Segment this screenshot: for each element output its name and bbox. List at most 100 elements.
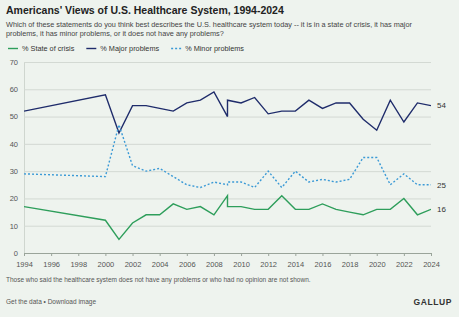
x-tick-mark [133,253,134,256]
y-tick-label: 40 [10,140,18,149]
x-tick-mark [78,253,79,256]
y-tick-label: 70 [10,58,18,67]
x-tick: 1996 [43,253,60,269]
y-tick: 50 [10,112,431,121]
legend-swatch [171,48,181,49]
y-tick-label: 50 [10,112,18,121]
chart: Americans' Views of U.S. Healthcare Syst… [0,0,459,317]
legend-label: % State of crisis [22,44,75,53]
legend-swatch [86,48,96,49]
x-tick: 2018 [342,253,359,269]
y-tick: 30 [10,167,431,176]
x-tick: 2012 [260,253,277,269]
x-tick-mark [187,253,188,256]
lines [24,92,431,239]
x-tick-label: 2006 [179,260,196,269]
x-tick-mark [350,253,351,256]
x-tick: 2002 [125,253,142,269]
subtitle-line: problems, it has minor problems, or it d… [6,29,224,38]
x-tick-label: 2012 [260,260,277,269]
value-label: 25 [437,181,446,190]
legend-item: % Major problems [86,44,159,53]
legend-swatch [8,48,18,49]
x-tick-mark [160,253,161,256]
title: Americans' Views of U.S. Healthcare Syst… [6,4,284,16]
y-axis: 0 10 20 30 40 50 60 70 [10,58,431,258]
x-tick-mark [322,253,323,256]
legend-label: % Minor problems [185,44,244,53]
grid-line [24,89,431,90]
x-tick-label: 1996 [43,260,60,269]
value-label: 54 [437,101,446,110]
x-tick: 1994 [16,253,33,269]
x-tick: 2020 [369,253,386,269]
x-tick-mark [268,253,269,256]
series-line [24,125,431,188]
x-tick-mark [295,253,296,256]
x-tick: 2024 [423,253,440,269]
grid-line [24,62,431,63]
value-label: 16 [437,205,446,214]
y-tick: 0 [14,249,431,258]
x-tick: 2004 [152,253,169,269]
x-tick-label: 2010 [233,260,250,269]
grid-line [24,144,431,145]
y-tick-label: 60 [10,85,18,94]
x-tick: 2006 [179,253,196,269]
subtitle: Which of these statements do you think b… [6,20,413,38]
x-tick-label: 2018 [342,260,359,269]
y-tick: 10 [10,222,431,231]
y-tick-label: 30 [10,167,18,176]
x-tick: 2022 [396,253,413,269]
value-labels: 16 54 25 [437,101,446,214]
x-tick-label: 2014 [287,260,304,269]
grid-line [24,226,431,227]
legend-item: % Minor problems [171,44,244,53]
y-axis-line [25,63,432,254]
x-tick-label: 1998 [70,260,87,269]
x-tick-mark [241,253,242,256]
x-tick-label: 2004 [152,260,169,269]
x-tick: 1998 [70,253,87,269]
x-tick-mark [214,253,215,256]
y-tick: 20 [10,194,431,203]
legend-item: % State of crisis [8,44,75,53]
x-tick-label: 2000 [98,260,115,269]
x-tick-label: 2020 [369,260,386,269]
y-tick-label: 20 [10,194,18,203]
x-tick-mark [24,253,25,256]
x-tick: 2016 [315,253,332,269]
x-axis: 1994 1996 1998 2000 2002 2004 2006 2008 2010 2012… [16,253,440,269]
legend: % State of crisis % Major problems % Minor… [8,44,244,53]
x-tick: 2000 [98,253,115,269]
x-tick-label: 2008 [206,260,223,269]
background [0,0,459,317]
x-tick: 2008 [206,253,223,269]
note: Those who said the healthcare system doe… [6,276,311,284]
x-tick-label: 2016 [315,260,332,269]
x-tick: 2014 [287,253,304,269]
y-tick-label: 0 [14,249,18,258]
x-tick-label: 2002 [125,260,142,269]
y-tick: 70 [10,58,431,67]
footer: Get the data • Download image [6,298,96,306]
x-tick-mark [377,253,378,256]
x-tick-label: 2022 [396,260,413,269]
series-line [24,196,431,240]
x-axis-line [25,254,432,257]
x-tick-label: 1994 [16,260,33,269]
x-tick-mark [431,253,432,256]
series-line [24,92,431,133]
x-tick: 2010 [233,253,250,269]
grid-line [24,171,431,172]
legend-label: % Major problems [100,44,159,53]
x-tick-label: 2024 [423,260,440,269]
subtitle-line: Which of these statements do you think b… [6,20,413,29]
source: GALLUP [413,297,452,307]
x-tick-mark [105,253,106,256]
y-tick-label: 10 [10,222,18,231]
x-tick-mark [404,253,405,256]
x-tick-mark [51,253,52,256]
y-tick: 60 [10,85,431,94]
y-tick: 40 [10,140,431,149]
